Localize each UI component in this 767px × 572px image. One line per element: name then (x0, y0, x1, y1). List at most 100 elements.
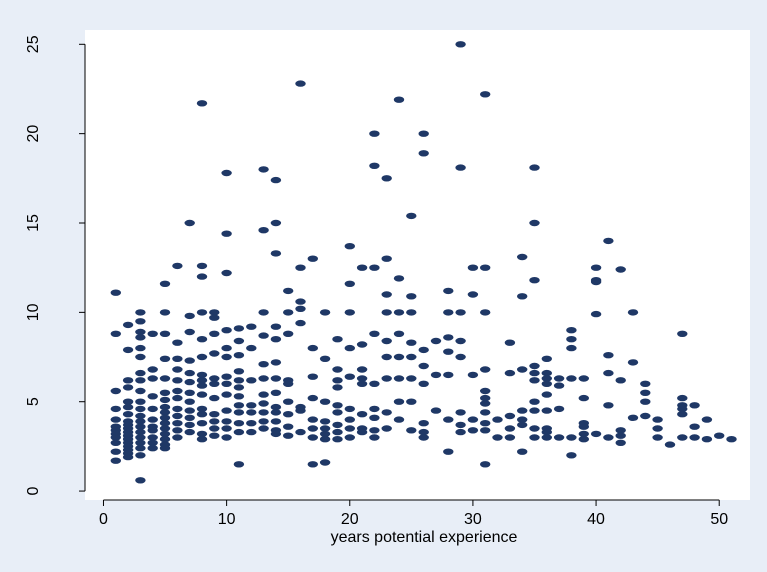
data-point (246, 428, 257, 436)
data-point (529, 164, 540, 171)
data-point (455, 41, 466, 48)
data-point (480, 427, 491, 434)
data-point (578, 375, 589, 382)
data-point (172, 387, 183, 395)
data-point (283, 380, 294, 387)
data-point (541, 375, 552, 382)
data-point (135, 477, 146, 484)
data-point (196, 382, 208, 389)
data-point (430, 337, 442, 345)
data-point (344, 344, 355, 352)
data-point (369, 162, 380, 169)
data-point (135, 328, 146, 336)
data-point (381, 353, 392, 361)
data-point (541, 434, 552, 441)
data-point (258, 400, 269, 407)
data-point (467, 291, 479, 298)
data-point (221, 407, 232, 414)
data-point (196, 273, 208, 280)
data-point (369, 405, 380, 413)
data-point (418, 420, 429, 427)
data-point (196, 411, 208, 418)
data-point (184, 328, 195, 336)
data-point (480, 400, 491, 407)
data-point (480, 366, 491, 373)
data-point (406, 375, 417, 382)
data-point (307, 434, 318, 441)
data-point (529, 434, 540, 441)
data-point (480, 264, 491, 271)
data-point (640, 398, 651, 405)
data-point (196, 405, 208, 413)
data-point (159, 389, 171, 396)
data-point (714, 432, 725, 439)
data-point (393, 309, 405, 316)
data-point (307, 394, 318, 402)
data-point (443, 287, 454, 295)
data-point (270, 375, 282, 382)
data-point (258, 409, 269, 416)
data-point (467, 264, 479, 271)
data-point (221, 344, 232, 352)
data-point (159, 430, 171, 438)
data-point (135, 353, 146, 361)
data-point (356, 366, 368, 373)
data-point (209, 411, 220, 418)
data-point (209, 432, 220, 439)
data-point (270, 359, 282, 366)
y-tick-label: 25 (25, 35, 42, 53)
data-point (258, 227, 269, 234)
data-point (504, 434, 516, 441)
data-point (159, 409, 171, 416)
data-point (184, 428, 195, 436)
data-point (283, 423, 294, 430)
data-point (443, 371, 454, 379)
data-point (627, 309, 639, 316)
data-point (566, 327, 577, 334)
data-point (332, 409, 343, 416)
data-point (135, 387, 146, 395)
data-point (529, 362, 540, 370)
data-point (480, 420, 491, 427)
data-point (209, 418, 220, 425)
data-point (246, 402, 257, 409)
data-point (344, 309, 355, 316)
data-point (110, 405, 122, 413)
data-point (381, 409, 392, 416)
data-point (172, 355, 183, 362)
data-point (233, 384, 245, 391)
data-point (529, 425, 540, 432)
data-point (147, 330, 158, 337)
data-point (221, 373, 232, 380)
data-point (135, 318, 146, 325)
data-point (541, 428, 552, 436)
data-point (221, 327, 232, 334)
data-point (196, 336, 208, 343)
data-point (615, 432, 626, 439)
data-point (430, 371, 442, 379)
data-point (381, 337, 392, 345)
data-point (233, 325, 245, 332)
data-point (418, 150, 429, 157)
data-point (135, 334, 146, 341)
data-point (418, 380, 429, 387)
data-point (221, 353, 232, 361)
data-point (344, 373, 355, 380)
data-point (369, 427, 380, 434)
data-point (283, 287, 294, 295)
data-point (566, 452, 577, 459)
data-point (258, 166, 269, 173)
data-point (122, 398, 134, 405)
data-point (369, 130, 380, 137)
data-point (159, 425, 171, 432)
data-point (110, 434, 122, 441)
data-point (184, 219, 195, 227)
data-point (295, 80, 306, 87)
data-point (258, 425, 269, 432)
data-point (184, 389, 195, 396)
data-point (455, 353, 466, 361)
data-point (122, 411, 134, 418)
data-point (246, 323, 257, 330)
data-point (147, 366, 158, 373)
